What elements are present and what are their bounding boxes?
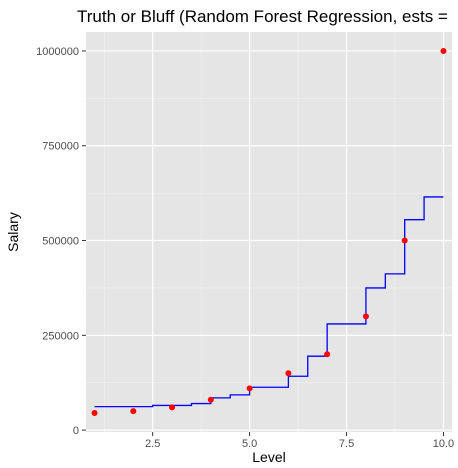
data-point [246,385,253,392]
grid-major [86,32,452,432]
y-tick-label: 1000000 [36,46,79,58]
y-axis-title: Salary [5,212,21,252]
y-tick-label: 500000 [42,236,79,248]
data-point [440,47,447,54]
plot-panel [86,32,452,432]
y-tick-label: 250000 [42,330,79,342]
points-layer [91,47,447,417]
data-point [285,370,292,377]
chart-title: Truth or Bluff (Random Forest Regression… [77,7,458,26]
data-point [362,313,369,320]
x-tick-label: 2.5 [145,438,160,450]
grid-minor [86,32,452,432]
x-axis-title: Level [252,449,285,465]
prediction-step-line [94,196,444,408]
series-layer [94,196,444,408]
y-tick-label: 750000 [42,141,79,153]
y-axis-ticks: 0 250000 500000 750000 1000000 [36,46,86,437]
data-point [324,351,331,358]
data-point [169,404,176,411]
data-point [130,408,137,415]
y-tick-label: 0 [73,425,79,437]
x-tick-label: 7.5 [339,438,354,450]
x-tick-label: 5.0 [242,438,257,450]
title-clip [452,0,458,30]
x-axis-ticks: 2.5 5.0 7.5 10.0 [145,432,454,450]
data-point [401,237,408,244]
data-point [207,396,214,403]
x-tick-label: 10.0 [433,438,454,450]
data-point [91,410,98,417]
